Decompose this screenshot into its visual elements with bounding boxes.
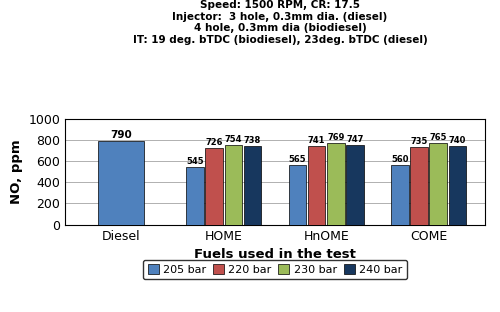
Text: 741: 741	[308, 136, 326, 145]
Text: 754: 754	[224, 134, 242, 144]
Text: 790: 790	[110, 130, 132, 140]
Bar	[308, 146, 326, 225]
Text: 560: 560	[391, 155, 408, 164]
Text: 545: 545	[186, 157, 204, 166]
Text: 765: 765	[430, 134, 447, 142]
Bar	[410, 147, 428, 225]
Bar	[346, 145, 364, 225]
Text: 738: 738	[244, 136, 261, 145]
Text: 740: 740	[449, 136, 466, 145]
Bar	[186, 167, 204, 225]
Bar	[244, 146, 262, 225]
Bar	[327, 143, 344, 225]
Text: 747: 747	[346, 135, 364, 144]
Bar	[391, 165, 408, 225]
Bar	[448, 146, 466, 225]
Text: 735: 735	[410, 137, 428, 146]
Bar	[288, 165, 306, 225]
X-axis label: Fuels used in the test: Fuels used in the test	[194, 248, 356, 261]
Text: 565: 565	[288, 155, 306, 163]
Bar	[206, 148, 223, 225]
Text: 726: 726	[206, 138, 223, 147]
Y-axis label: NO, ppm: NO, ppm	[10, 139, 22, 204]
Legend: 205 bar, 220 bar, 230 bar, 240 bar: 205 bar, 220 bar, 230 bar, 240 bar	[143, 260, 407, 279]
Bar	[430, 144, 447, 225]
Text: Speed: 1500 RPM, CR: 17.5
Injector:  3 hole, 0.3mm dia. (diesel)
4 hole, 0.3mm d: Speed: 1500 RPM, CR: 17.5 Injector: 3 ho…	[132, 0, 428, 45]
Bar	[98, 141, 144, 225]
Text: 769: 769	[327, 133, 344, 142]
Bar	[224, 145, 242, 225]
